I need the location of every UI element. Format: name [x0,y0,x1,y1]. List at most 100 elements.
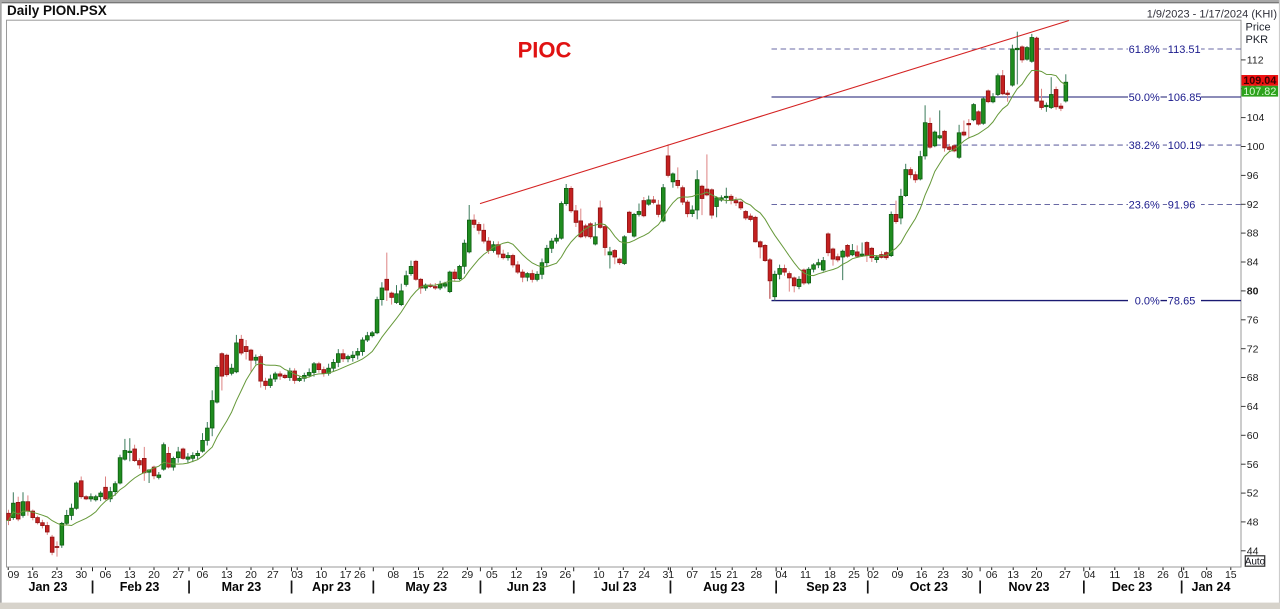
svg-text:08: 08 [1201,569,1213,581]
svg-text:28: 28 [750,569,762,581]
svg-text:13: 13 [1007,569,1019,581]
svg-text:1/9/2023 - 1/17/2024 (KHI): 1/9/2023 - 1/17/2024 (KHI) [1147,9,1277,21]
svg-text:13: 13 [221,569,233,581]
svg-text:52: 52 [1247,488,1259,500]
svg-text:15: 15 [413,569,425,581]
svg-text:20: 20 [245,569,257,581]
svg-text:27: 27 [267,569,279,581]
svg-text:24: 24 [638,569,650,581]
svg-text:17: 17 [617,569,629,581]
svg-text:Jul 23: Jul 23 [601,580,636,594]
svg-text:15: 15 [1225,569,1237,581]
svg-text:30: 30 [961,569,973,581]
svg-text:31: 31 [662,569,674,581]
svg-text:109.04: 109.04 [1243,75,1276,87]
svg-text:18: 18 [824,569,836,581]
svg-text:76: 76 [1247,314,1259,326]
svg-text:Dec 23: Dec 23 [1112,580,1152,594]
svg-text:72: 72 [1247,343,1259,355]
svg-text:20: 20 [1031,569,1043,581]
svg-text:18: 18 [1133,569,1145,581]
svg-text:80: 80 [1247,286,1259,298]
svg-text:16: 16 [916,569,928,581]
svg-text:11: 11 [1109,569,1120,581]
svg-text:08: 08 [387,569,399,581]
svg-text:13: 13 [124,569,136,581]
svg-text:Feb 23: Feb 23 [120,580,160,594]
svg-text:26: 26 [560,569,572,581]
svg-text:26: 26 [1157,569,1169,581]
svg-text:01: 01 [1178,569,1190,581]
svg-text:07: 07 [686,569,698,581]
svg-text:27: 27 [172,569,184,581]
svg-text:20: 20 [148,569,160,581]
svg-text:Apr 23: Apr 23 [312,580,351,594]
svg-text:11: 11 [800,569,811,581]
svg-text:78.65: 78.65 [1168,295,1196,307]
svg-text:PKR: PKR [1246,34,1269,46]
svg-text:44: 44 [1247,545,1259,557]
svg-text:68: 68 [1247,372,1259,384]
svg-text:104: 104 [1247,112,1265,124]
svg-text:61.8%: 61.8% [1129,44,1160,56]
svg-text:26: 26 [354,569,366,581]
svg-text:Sep 23: Sep 23 [806,580,846,594]
svg-text:09: 09 [8,569,20,581]
svg-text:Oct 23: Oct 23 [910,580,948,594]
svg-text:04: 04 [776,569,788,581]
svg-text:06: 06 [197,569,209,581]
svg-text:96: 96 [1247,170,1259,182]
svg-text:88: 88 [1247,228,1259,240]
svg-text:60: 60 [1247,430,1259,442]
svg-text:Nov 23: Nov 23 [1009,580,1050,594]
svg-text:23.6%: 23.6% [1129,199,1160,211]
svg-text:56: 56 [1247,459,1259,471]
svg-text:48: 48 [1247,517,1259,529]
svg-text:21: 21 [726,569,738,581]
svg-text:16: 16 [27,569,39,581]
svg-text:Jan 24: Jan 24 [1192,580,1231,594]
svg-text:30: 30 [75,569,87,581]
svg-text:29: 29 [462,569,474,581]
svg-text:05: 05 [486,569,498,581]
svg-text:06: 06 [986,569,998,581]
svg-text:0.0%: 0.0% [1135,295,1160,307]
svg-text:23: 23 [51,569,63,581]
svg-text:Daily PION.PSX: Daily PION.PSX [7,3,107,18]
svg-text:12: 12 [511,569,523,581]
svg-text:10: 10 [593,569,605,581]
svg-text:10: 10 [316,569,328,581]
svg-text:Auto: Auto [1245,556,1266,567]
svg-text:22: 22 [437,569,449,581]
svg-text:50.0%: 50.0% [1129,92,1160,104]
svg-text:06: 06 [100,569,112,581]
svg-text:100.19: 100.19 [1168,140,1202,152]
svg-text:38.2%: 38.2% [1129,140,1160,152]
svg-text:23: 23 [937,569,949,581]
svg-text:03: 03 [291,569,303,581]
svg-text:Jan 23: Jan 23 [29,580,68,594]
svg-text:Jun 23: Jun 23 [507,580,547,594]
svg-text:Mar 23: Mar 23 [222,580,262,594]
svg-text:17: 17 [340,569,352,581]
svg-text:04: 04 [1084,569,1096,581]
svg-text:91.96: 91.96 [1168,199,1196,211]
svg-text:PIOC: PIOC [518,38,572,63]
svg-text:113.51: 113.51 [1168,44,1201,56]
svg-text:92: 92 [1247,199,1259,211]
svg-text:Aug 23: Aug 23 [703,580,745,594]
svg-text:May 23: May 23 [405,580,447,594]
svg-text:15: 15 [710,569,722,581]
svg-text:27: 27 [1059,569,1071,581]
svg-text:106.85: 106.85 [1168,92,1202,104]
svg-text:64: 64 [1247,401,1259,413]
svg-text:09: 09 [892,569,904,581]
svg-text:112: 112 [1247,55,1264,67]
svg-text:100: 100 [1247,141,1265,153]
svg-text:Price: Price [1246,22,1271,34]
svg-text:19: 19 [536,569,548,581]
svg-text:107.82: 107.82 [1243,86,1276,98]
svg-text:25: 25 [848,569,860,581]
svg-text:02: 02 [867,569,879,581]
svg-text:84: 84 [1247,257,1259,269]
